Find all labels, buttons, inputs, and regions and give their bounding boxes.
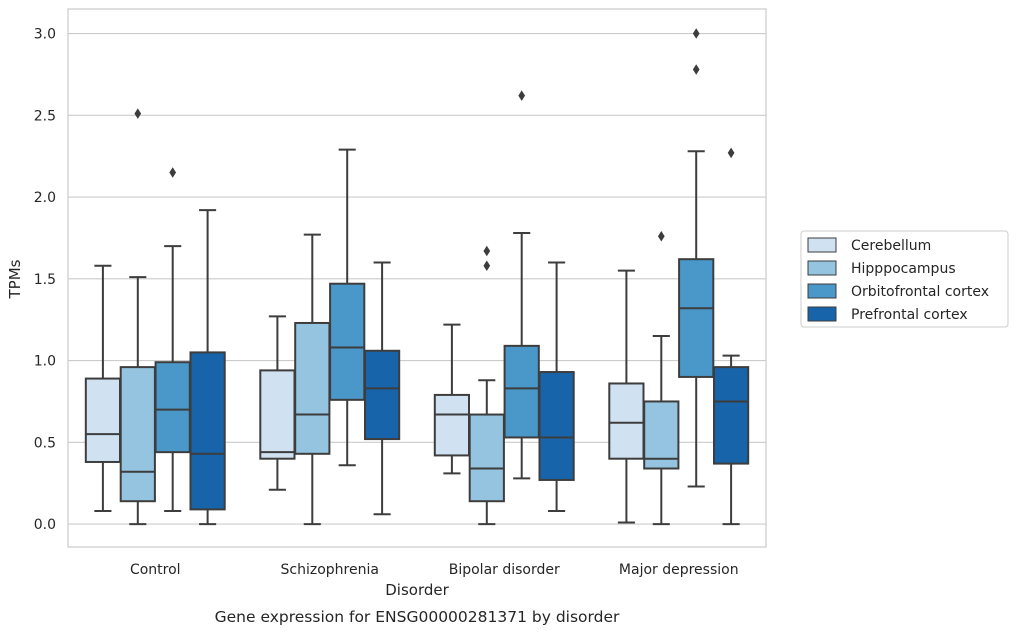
- box-body: [84, 377, 122, 463]
- y-tick-label: 1.0: [34, 354, 56, 370]
- y-axis-label: TPMs: [6, 259, 24, 299]
- outlier-point: [134, 108, 142, 119]
- box-body: [154, 361, 191, 454]
- outlier-point: [692, 64, 700, 75]
- legend-swatch: [807, 260, 837, 276]
- box-body: [363, 349, 401, 441]
- box: [468, 245, 505, 526]
- box: [678, 28, 715, 488]
- box: [154, 167, 191, 513]
- y-tick-label: 2.0: [34, 190, 56, 206]
- box: [433, 323, 471, 475]
- y-tick-label: 0.0: [34, 517, 56, 533]
- box: [329, 148, 366, 467]
- box-body: [503, 344, 540, 439]
- plot-frame: [67, 8, 767, 548]
- outlier-point: [169, 167, 177, 178]
- box-body: [678, 258, 715, 378]
- x-tick-label: Schizophrenia: [281, 562, 379, 578]
- chart-caption: Gene expression for ENSG00000281371 by d…: [215, 608, 620, 626]
- box: [259, 315, 296, 491]
- series-1: [119, 108, 680, 526]
- legend-frame: [800, 230, 1009, 328]
- box: [538, 261, 575, 513]
- box: [119, 108, 156, 526]
- outlier-point: [483, 260, 491, 271]
- x-tick-label: Major depression: [619, 562, 739, 578]
- box: [189, 209, 226, 526]
- y-tick-label: 1.5: [34, 272, 56, 288]
- box-body: [259, 369, 296, 460]
- series-3: [189, 147, 750, 526]
- outlier-point: [657, 231, 665, 242]
- box: [84, 264, 122, 513]
- box: [643, 231, 680, 526]
- legend-swatch: [807, 283, 837, 299]
- x-tick-label: Bipolar disorder: [449, 562, 560, 578]
- legend-swatch: [807, 237, 837, 253]
- box-series: [84, 28, 750, 526]
- box-body: [608, 382, 645, 460]
- outlier-point: [692, 28, 700, 39]
- box-body: [329, 282, 366, 401]
- legend-entry: Prefrontal cortex: [851, 307, 968, 323]
- box-body: [294, 321, 331, 455]
- box: [712, 147, 750, 526]
- series-0: [84, 264, 645, 524]
- box: [608, 269, 645, 524]
- legend: Cerebellum Hipppocampus Orbitofrontal cort…: [800, 230, 1009, 328]
- box: [363, 261, 401, 516]
- box-body: [189, 351, 226, 511]
- outlier-point: [483, 245, 491, 257]
- x-tick-label: Control: [130, 562, 181, 578]
- x-axis-label: Disorder: [385, 581, 449, 599]
- legend-entry: Cerebellum: [851, 238, 931, 254]
- legend-swatch: [807, 306, 837, 322]
- series-2: [154, 28, 715, 513]
- box-body: [538, 371, 575, 481]
- y-tick-label: 0.5: [34, 435, 56, 451]
- outlier-point: [727, 147, 735, 159]
- y-tick-label: 3.0: [34, 27, 56, 43]
- box-body: [643, 400, 680, 470]
- y-axis-ticks: 0.0 0.5 1.0 1.5 2.0 2.5 3.0: [34, 27, 56, 534]
- box-body: [433, 393, 471, 457]
- box-body: [468, 413, 505, 503]
- legend-entry: Orbitofrontal cortex: [851, 284, 989, 300]
- y-tick-label: 2.5: [34, 108, 56, 124]
- x-axis-ticks: Control Schizophrenia Bipolar disorder Majo…: [130, 562, 739, 578]
- legend-entry: Hipppocampus: [851, 261, 956, 277]
- box-body: [712, 366, 750, 465]
- box: [294, 233, 331, 526]
- box-body: [119, 366, 156, 503]
- box: [503, 90, 540, 480]
- outlier-point: [518, 90, 526, 101]
